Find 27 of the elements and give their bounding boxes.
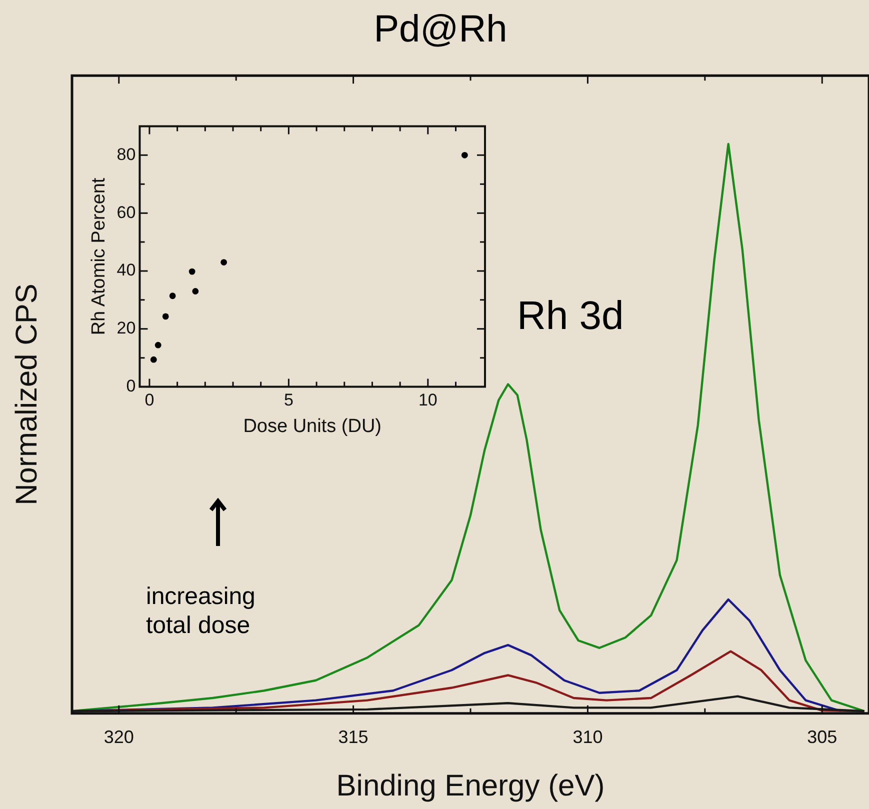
point bbox=[154, 342, 162, 348]
point bbox=[220, 259, 228, 266]
annotation: increasing total dose bbox=[146, 583, 256, 641]
x-tick-label: 320 bbox=[104, 727, 134, 748]
y-tick-label: 0 bbox=[126, 376, 136, 396]
point bbox=[461, 152, 468, 158]
point bbox=[162, 313, 169, 320]
point bbox=[169, 292, 176, 300]
y-tick-label: 20 bbox=[116, 318, 136, 338]
x-tick-label: 315 bbox=[338, 727, 368, 748]
point bbox=[150, 356, 157, 363]
y-axis-title: Normalized CPS bbox=[10, 284, 44, 506]
chart-title: Pd@Rh bbox=[374, 8, 508, 50]
y-tick-label: 40 bbox=[116, 260, 136, 280]
x-tick-label: 10 bbox=[418, 390, 438, 410]
annotation: Rh 3d bbox=[517, 293, 624, 340]
x-axis-title: Binding Energy (eV) bbox=[336, 769, 605, 802]
x-tick-label: 305 bbox=[807, 727, 838, 748]
point bbox=[192, 288, 199, 294]
x-tick-label: 310 bbox=[572, 727, 603, 748]
x-tick-label: 0 bbox=[144, 390, 154, 410]
y-tick-label: 60 bbox=[116, 202, 136, 222]
y-tick-label: 80 bbox=[116, 144, 136, 164]
point bbox=[188, 268, 196, 275]
x-tick-label: 5 bbox=[284, 390, 294, 410]
y-axis-title: Rh Atomic Percent bbox=[88, 177, 110, 336]
x-axis-title: Dose Units (DU) bbox=[243, 416, 382, 437]
